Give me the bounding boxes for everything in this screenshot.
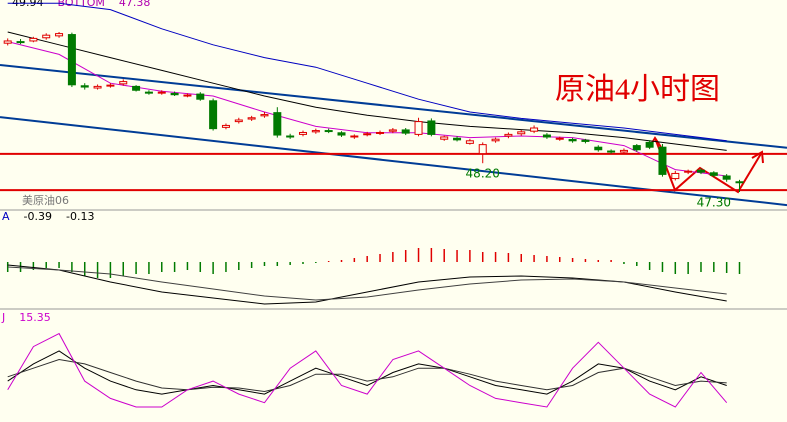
- candle-body: [376, 131, 385, 134]
- candle-body: [3, 40, 12, 44]
- candle-body: [594, 146, 603, 151]
- line-series: [7, 31, 727, 151]
- candle-body: [311, 130, 320, 133]
- candle-body: [144, 91, 153, 94]
- price-annotation: 47.30: [697, 196, 731, 210]
- candle-body: [504, 133, 513, 137]
- candle-body: [645, 141, 654, 148]
- candle-body: [363, 133, 372, 136]
- arrow-path: [654, 137, 763, 194]
- candle-body: [401, 129, 410, 134]
- candle-body: [491, 138, 500, 142]
- header-value: 49.94: [12, 0, 44, 9]
- line-series: [7, 350, 727, 395]
- line-series: [7, 358, 727, 393]
- candle-body: [29, 37, 38, 42]
- header-value: A: [2, 210, 10, 223]
- candle-body: [196, 93, 205, 100]
- line-series: [0, 64, 787, 149]
- header-value: -0.39: [24, 210, 52, 223]
- candle-body: [607, 150, 616, 153]
- candle-body: [16, 41, 25, 44]
- candle-body: [337, 132, 346, 136]
- candle-body: [555, 137, 564, 140]
- header-value: 47.38: [119, 0, 151, 9]
- arrow-head: [751, 150, 764, 164]
- candle-body: [427, 120, 436, 135]
- candle-body: [709, 172, 718, 176]
- candle-body: [260, 114, 269, 117]
- candle-body: [157, 91, 166, 94]
- candle-body: [106, 84, 115, 87]
- candle-body: [221, 124, 230, 128]
- candle-body: [478, 144, 487, 155]
- candle-body: [684, 170, 693, 173]
- candle-body: [465, 140, 474, 144]
- candle-body: [93, 85, 102, 89]
- price-annotation: 48.20: [466, 167, 500, 181]
- symbol-label: 美原油06: [22, 193, 69, 207]
- line-series: [7, 266, 727, 301]
- candle-body: [671, 172, 680, 180]
- candle-body: [517, 131, 526, 135]
- candle-body: [568, 139, 577, 142]
- candle-body: [298, 131, 307, 135]
- line-series: [7, 264, 727, 305]
- candle-body: [247, 117, 256, 120]
- candle-body: [67, 34, 76, 86]
- candle-body: [388, 129, 397, 132]
- candle-body: [324, 130, 333, 133]
- candle-body: [542, 134, 551, 138]
- candle-body: [722, 175, 731, 180]
- line-series: [7, 41, 727, 177]
- header-value: -0.13: [66, 210, 94, 223]
- candle-body: [414, 121, 423, 135]
- chart-title: 原油4小时图: [555, 73, 720, 106]
- candle-body: [735, 181, 744, 184]
- candle-body: [696, 169, 705, 173]
- candle-body: [80, 85, 89, 88]
- candle-body: [632, 145, 641, 151]
- candle-body: [658, 146, 667, 175]
- candle-body: [170, 92, 179, 96]
- candle-body: [453, 137, 462, 141]
- candle-body: [119, 81, 128, 85]
- header-value: J: [1, 311, 5, 324]
- candle-body: [209, 100, 218, 130]
- candle-body: [273, 112, 282, 136]
- header-value: 15.35: [19, 311, 51, 324]
- candle-body: [55, 33, 64, 37]
- line-series: [7, 2, 727, 142]
- candle-body: [350, 135, 359, 138]
- candle-body: [132, 85, 141, 91]
- line-series: [7, 332, 728, 408]
- candle-body: [581, 139, 590, 142]
- candle-body: [183, 94, 192, 97]
- candle-body: [42, 34, 51, 39]
- candle-body: [530, 127, 539, 132]
- candle-body: [440, 136, 449, 140]
- candle-body: [286, 135, 295, 138]
- header-value: BOTTOM: [58, 0, 105, 9]
- candle-body: [234, 119, 243, 123]
- candle-body: [619, 149, 628, 153]
